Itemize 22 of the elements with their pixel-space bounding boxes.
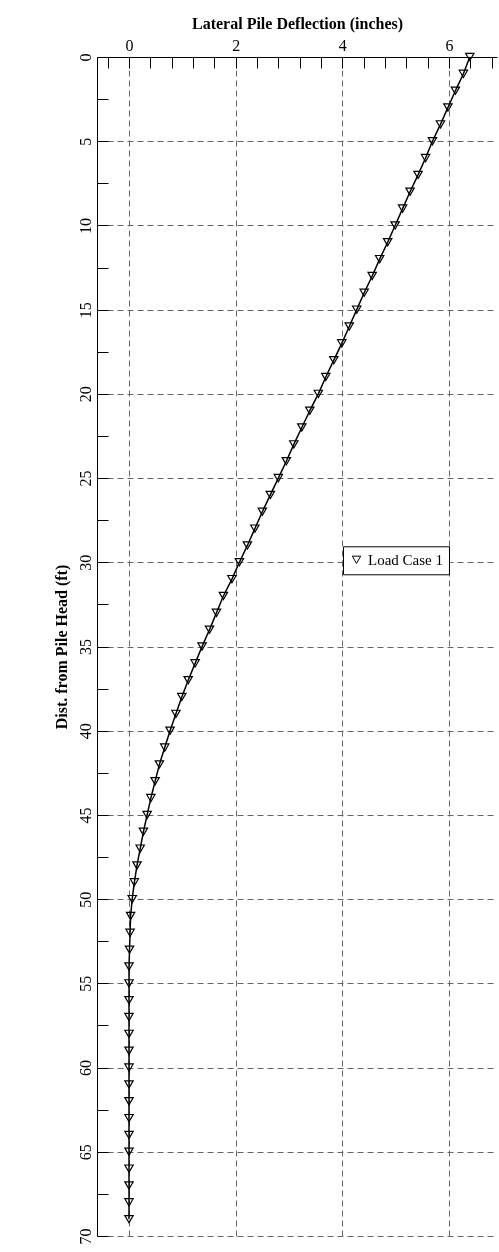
y-tick-label: 35 xyxy=(76,639,94,655)
y-tick-label: 45 xyxy=(76,807,94,824)
x-tick-label: 6 xyxy=(445,36,454,54)
y-tick-label: 30 xyxy=(76,554,94,571)
y-tick-label: 55 xyxy=(76,975,94,992)
x-tick-label: 4 xyxy=(338,36,347,54)
y-tick-label: 5 xyxy=(76,137,94,146)
y-tick-label: 25 xyxy=(76,470,94,487)
y-tick-label: 15 xyxy=(76,302,94,319)
x-tick-label: 2 xyxy=(232,36,241,54)
y-tick-label: 50 xyxy=(76,891,94,908)
y-tick-label: 20 xyxy=(76,386,94,403)
legend-label: Load Case 1 xyxy=(368,551,443,568)
y-tick-label: 0 xyxy=(76,53,94,62)
y-tick-label: 10 xyxy=(76,217,94,234)
x-tick-label: 0 xyxy=(125,36,134,54)
y-tick-label: 70 xyxy=(76,1228,94,1245)
y-tick-label: 40 xyxy=(76,723,94,740)
y-tick-label: 65 xyxy=(76,1144,94,1161)
x-axis-title: Lateral Pile Deflection (inches) xyxy=(191,14,404,33)
y-tick-label: 60 xyxy=(76,1060,94,1077)
y-axis-title: Dist. from Pile Head (ft) xyxy=(52,564,71,730)
